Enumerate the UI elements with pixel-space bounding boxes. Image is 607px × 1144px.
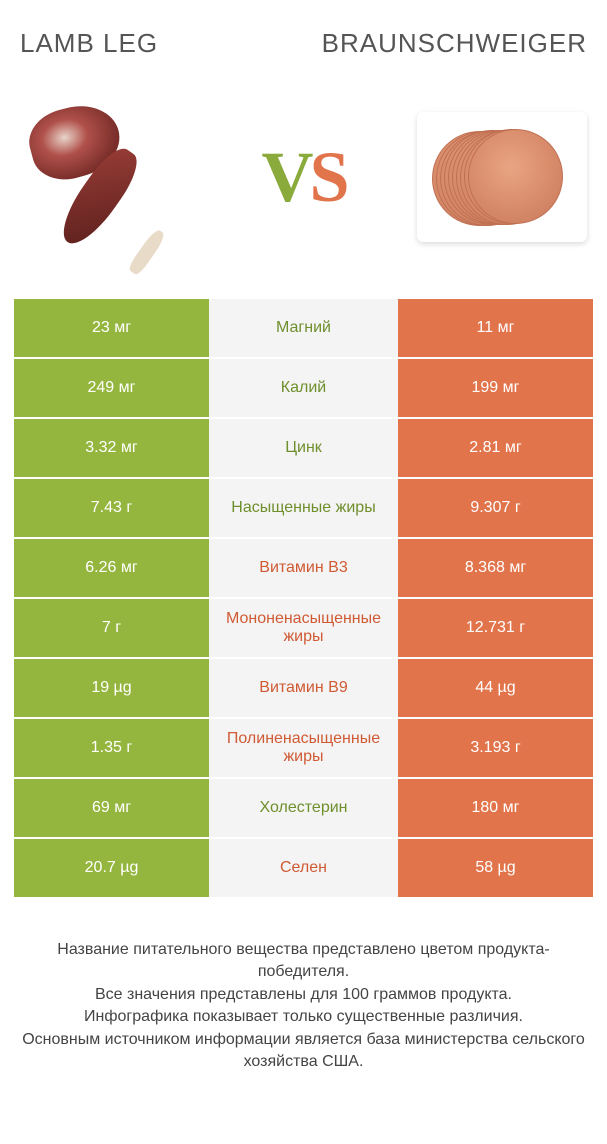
table-row: 6.26 мгВитамин B38.368 мг xyxy=(14,539,593,597)
table-row: 19 µgВитамин B944 µg xyxy=(14,659,593,717)
right-value-cell: 9.307 г xyxy=(398,479,593,537)
header: LAMB LEG BRAUNSCHWEIGER xyxy=(0,0,607,69)
nutrient-label-cell: Цинк xyxy=(209,419,398,477)
footer-line-3: Инфографика показывает только существенн… xyxy=(20,1006,587,1028)
vs-label: VS xyxy=(261,136,345,219)
left-value-cell: 1.35 г xyxy=(14,719,209,777)
right-value-cell: 180 мг xyxy=(398,779,593,837)
nutrient-label-cell: Насыщенные жиры xyxy=(209,479,398,537)
right-value-cell: 58 µg xyxy=(398,839,593,897)
table-row: 1.35 гПолиненасыщенные жиры3.193 г xyxy=(14,719,593,777)
left-value-cell: 3.32 мг xyxy=(14,419,209,477)
table-row: 20.7 µgСелен58 µg xyxy=(14,839,593,897)
hero-area: VS xyxy=(0,69,607,299)
vs-v: V xyxy=(261,137,309,217)
braunschweiger-image xyxy=(417,92,587,262)
right-value-cell: 2.81 мг xyxy=(398,419,593,477)
table-row: 3.32 мгЦинк2.81 мг xyxy=(14,419,593,477)
left-value-cell: 19 µg xyxy=(14,659,209,717)
left-value-cell: 7 г xyxy=(14,599,209,657)
right-value-cell: 8.368 мг xyxy=(398,539,593,597)
lamb-leg-image xyxy=(20,92,190,262)
right-value-cell: 12.731 г xyxy=(398,599,593,657)
table-row: 7 гМононенасыщенные жиры12.731 г xyxy=(14,599,593,657)
left-product-title: LAMB LEG xyxy=(20,28,158,59)
right-value-cell: 3.193 г xyxy=(398,719,593,777)
left-value-cell: 20.7 µg xyxy=(14,839,209,897)
right-value-cell: 199 мг xyxy=(398,359,593,417)
footer-notes: Название питательного вещества представл… xyxy=(0,899,607,1073)
nutrient-label-cell: Магний xyxy=(209,299,398,357)
left-value-cell: 7.43 г xyxy=(14,479,209,537)
right-product-title: BRAUNSCHWEIGER xyxy=(322,28,587,59)
comparison-table: 23 мгМагний11 мг249 мгКалий199 мг3.32 мг… xyxy=(0,299,607,897)
vs-s: S xyxy=(309,137,345,217)
left-value-cell: 23 мг xyxy=(14,299,209,357)
nutrient-label-cell: Калий xyxy=(209,359,398,417)
nutrient-label-cell: Селен xyxy=(209,839,398,897)
footer-line-4: Основным источником информации является … xyxy=(20,1029,587,1074)
table-row: 69 мгХолестерин180 мг xyxy=(14,779,593,837)
table-row: 23 мгМагний11 мг xyxy=(14,299,593,357)
table-row: 7.43 гНасыщенные жиры9.307 г xyxy=(14,479,593,537)
nutrient-label-cell: Витамин B9 xyxy=(209,659,398,717)
left-value-cell: 249 мг xyxy=(14,359,209,417)
nutrient-label-cell: Витамин B3 xyxy=(209,539,398,597)
footer-line-1: Название питательного вещества представл… xyxy=(20,939,587,984)
nutrient-label-cell: Полиненасыщенные жиры xyxy=(209,719,398,777)
nutrient-label-cell: Мононенасыщенные жиры xyxy=(209,599,398,657)
right-value-cell: 44 µg xyxy=(398,659,593,717)
left-value-cell: 6.26 мг xyxy=(14,539,209,597)
table-row: 249 мгКалий199 мг xyxy=(14,359,593,417)
right-value-cell: 11 мг xyxy=(398,299,593,357)
footer-line-2: Все значения представлены для 100 граммо… xyxy=(20,984,587,1006)
left-value-cell: 69 мг xyxy=(14,779,209,837)
nutrient-label-cell: Холестерин xyxy=(209,779,398,837)
